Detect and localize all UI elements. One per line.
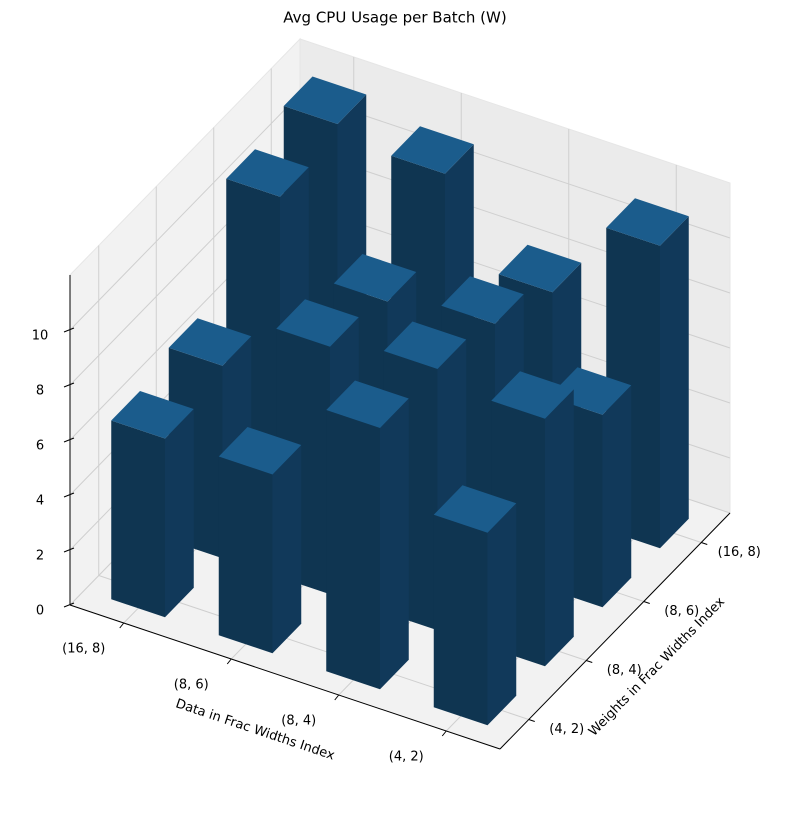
bar-top: [326, 380, 409, 428]
bar-side: [660, 216, 689, 549]
x-tick: [441, 730, 447, 737]
bar-top: [383, 321, 467, 369]
bar-top: [498, 244, 582, 293]
z-tick: [63, 437, 75, 443]
x-axis-label: Data in Frac Widths Index: [174, 696, 337, 763]
z-tick-label: 10: [32, 329, 49, 344]
y-tick: [586, 660, 593, 663]
bar-top: [391, 126, 474, 174]
bar-front: [326, 410, 380, 690]
bar: [111, 391, 194, 618]
x-axis: [69, 604, 501, 750]
bar-top: [441, 276, 524, 324]
z-tick: [63, 602, 75, 608]
z-tick-label: 2: [36, 549, 44, 564]
z-tick: [63, 327, 75, 333]
bar-side: [602, 385, 632, 608]
bar-front: [218, 456, 273, 654]
x-tick: [226, 658, 232, 665]
bar-top: [433, 485, 517, 533]
bar: [326, 380, 409, 690]
chart-title: Avg CPU Usage per Batch (W): [283, 9, 506, 27]
y-tick-label: (8, 6): [664, 604, 699, 619]
x-tick-label: (4, 2): [389, 750, 424, 765]
bar: [218, 427, 302, 654]
x-tick-label: (8, 4): [281, 714, 316, 729]
z-tick-label: 6: [36, 439, 44, 454]
bar-top: [168, 318, 252, 366]
z-tick: [63, 382, 75, 388]
bar-side: [272, 445, 302, 654]
bar-side: [165, 409, 194, 618]
y-tick: [701, 542, 708, 545]
y-axis: [499, 512, 731, 750]
z-tick-label: 0: [36, 604, 44, 619]
y-tick: [528, 719, 535, 722]
bar-side: [487, 503, 517, 726]
bar-top: [111, 391, 194, 439]
x-tick-label: (16, 8): [62, 642, 105, 657]
x-tick-label: (8, 6): [174, 678, 209, 693]
y-tick: [643, 601, 650, 604]
bar-top: [283, 76, 367, 124]
x-tick: [334, 694, 340, 701]
y-tick-label: (16, 8): [718, 545, 761, 560]
bar-front: [433, 514, 488, 726]
y-tick-label: (8, 4): [607, 663, 642, 678]
z-tick-label: 4: [36, 494, 44, 509]
y-tick-label: (4, 2): [549, 722, 584, 737]
bar-top: [276, 299, 359, 347]
bar-top: [218, 427, 302, 475]
bar-side: [380, 398, 409, 690]
bar-front: [111, 420, 165, 618]
bar-side: [545, 389, 574, 667]
bar-top: [333, 254, 417, 302]
z-tick: [63, 547, 75, 553]
bar: [433, 485, 517, 726]
bar-top: [491, 371, 574, 419]
z-tick: [63, 492, 75, 498]
x-tick: [119, 622, 125, 629]
grid-line: [69, 93, 301, 331]
bar-top: [606, 198, 689, 246]
bar-top: [226, 149, 309, 197]
z-tick-label: 8: [36, 384, 44, 399]
